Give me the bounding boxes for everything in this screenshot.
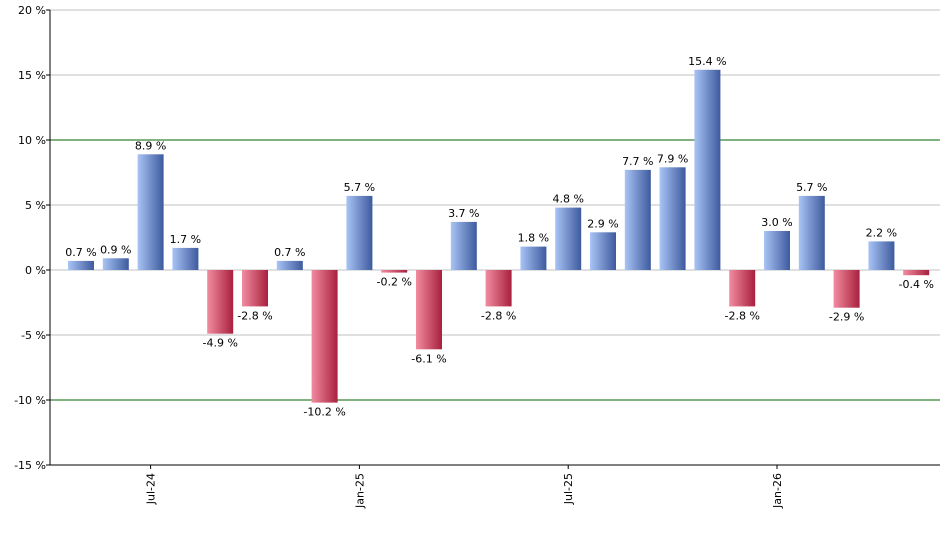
bar xyxy=(520,246,547,270)
bar xyxy=(242,270,268,307)
data-label: 0.7 % xyxy=(274,246,305,259)
data-label: 8.9 % xyxy=(135,139,166,152)
bar xyxy=(207,270,234,334)
data-label: 2.9 % xyxy=(587,217,618,230)
data-label: 5.7 % xyxy=(796,181,827,194)
bar xyxy=(624,169,651,270)
y-tick-label: 5 % xyxy=(25,199,46,212)
data-label: 0.7 % xyxy=(65,246,96,259)
bar xyxy=(868,241,895,270)
bar xyxy=(102,258,129,270)
data-label: -10.2 % xyxy=(303,406,345,419)
x-tick-label: Jul-25 xyxy=(562,473,575,505)
bar xyxy=(729,270,756,307)
x-tick-label: Jan-25 xyxy=(353,473,366,509)
data-label: 2.2 % xyxy=(866,226,897,239)
bar xyxy=(450,221,477,270)
data-label: -4.9 % xyxy=(202,337,237,350)
data-label: 1.7 % xyxy=(170,233,201,246)
data-label: 7.7 % xyxy=(622,155,653,168)
bar xyxy=(416,270,442,350)
bar xyxy=(590,232,616,270)
bar xyxy=(555,207,582,270)
bar xyxy=(172,247,199,270)
data-label: 15.4 % xyxy=(688,55,726,68)
data-label: -2.8 % xyxy=(724,309,759,322)
bar xyxy=(381,270,408,273)
data-label: -2.9 % xyxy=(829,311,864,324)
bar xyxy=(137,154,164,270)
data-label: 3.0 % xyxy=(761,216,792,229)
bar xyxy=(276,260,303,270)
data-label: -0.2 % xyxy=(376,276,411,289)
data-label: -6.1 % xyxy=(411,352,446,365)
bar xyxy=(346,195,373,270)
y-tick-label: -5 % xyxy=(21,329,46,342)
data-label: -2.8 % xyxy=(237,309,272,322)
bar xyxy=(903,270,930,276)
bar xyxy=(68,260,94,270)
bar xyxy=(659,167,686,270)
data-label: 1.8 % xyxy=(518,232,549,245)
data-labels: 0.7 % 0.9 % 8.9 % 1.7 % -4.9 % -2.8 % 0.7 % -10… xyxy=(65,55,934,419)
bar xyxy=(833,270,860,308)
data-label: -2.8 % xyxy=(481,309,516,322)
y-tick-label: 10 % xyxy=(18,134,46,147)
data-label: -0.4 % xyxy=(898,278,933,291)
bar xyxy=(311,270,338,403)
data-label: 7.9 % xyxy=(657,152,688,165)
axes: 20 % 15 % 10 % 5 % 0 % -5 % -10 % -15 % Jul-24 Ja… xyxy=(14,4,940,509)
bar xyxy=(764,231,790,270)
x-tick-label: Jul-24 xyxy=(145,473,158,505)
data-label: 4.8 % xyxy=(552,193,583,206)
y-tick-label: 15 % xyxy=(18,69,46,82)
y-tick-label: -15 % xyxy=(14,459,46,472)
bars xyxy=(68,69,930,403)
y-tick-label: 20 % xyxy=(18,4,46,17)
y-tick-label: 0 % xyxy=(25,264,46,277)
bar xyxy=(694,69,721,270)
x-tick-label: Jan-26 xyxy=(771,473,784,509)
y-tick-label: -10 % xyxy=(14,394,46,407)
bar xyxy=(798,195,825,270)
data-label: 5.7 % xyxy=(344,181,375,194)
data-label: 3.7 % xyxy=(448,207,479,220)
data-label: 0.9 % xyxy=(100,243,131,256)
bar xyxy=(485,270,512,307)
